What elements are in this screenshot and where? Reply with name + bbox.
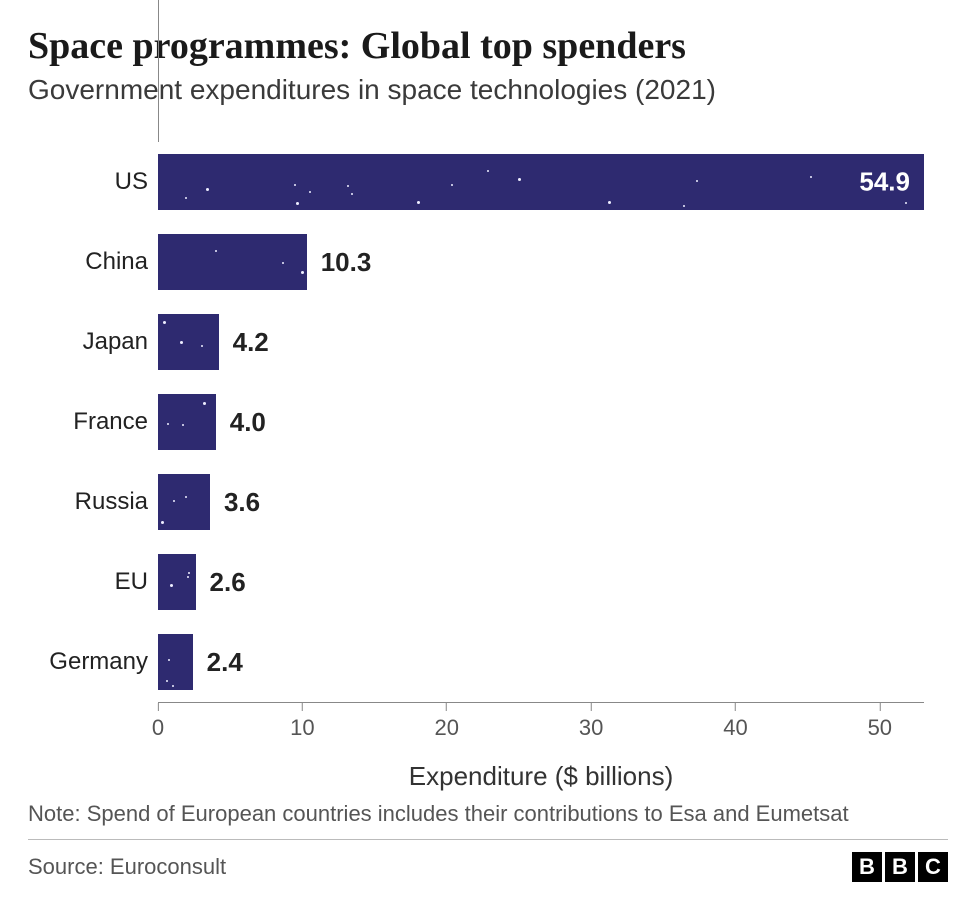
tick-mark <box>591 703 592 711</box>
bar-value-label: 4.0 <box>230 407 266 438</box>
logo-block: C <box>918 852 948 882</box>
y-axis-line <box>158 0 159 142</box>
tick-mark <box>446 703 447 711</box>
bar: 54.9 <box>158 154 924 210</box>
star-icon <box>188 572 190 574</box>
x-axis: 01020304050 <box>158 702 924 753</box>
star-icon <box>487 170 489 172</box>
bar-value-label: 10.3 <box>321 247 372 278</box>
x-axis-label: Expenditure ($ billions) <box>158 761 924 792</box>
plot-area: US54.9China10.3Japan4.2France4.0Russia3.… <box>158 142 924 702</box>
star-icon <box>451 184 453 186</box>
chart-subtitle: Government expenditures in space technol… <box>28 74 948 106</box>
tick-label: 50 <box>868 715 892 741</box>
star-icon <box>168 659 170 661</box>
footnote: Note: Spend of European countries includ… <box>28 789 948 840</box>
category-label: France <box>28 408 148 436</box>
bar-value-label: 54.9 <box>859 167 910 198</box>
x-tick: 10 <box>290 703 314 741</box>
bar-value-label: 2.4 <box>207 647 243 678</box>
x-tick: 30 <box>579 703 603 741</box>
star-icon <box>173 500 175 502</box>
star-icon <box>163 321 166 324</box>
tick-label: 10 <box>290 715 314 741</box>
star-icon <box>417 201 420 204</box>
star-icon <box>696 180 698 182</box>
bar-row: Russia3.6 <box>158 462 924 542</box>
star-icon <box>347 185 349 187</box>
category-label: EU <box>28 568 148 596</box>
bar-value-label: 3.6 <box>224 487 260 518</box>
tick-label: 20 <box>434 715 458 741</box>
star-icon <box>161 521 164 524</box>
star-icon <box>201 345 203 347</box>
tick-label: 30 <box>579 715 603 741</box>
star-icon <box>215 250 217 252</box>
tick-label: 0 <box>152 715 164 741</box>
category-label: US <box>28 168 148 196</box>
bar-value-label: 2.6 <box>210 567 246 598</box>
chart-title: Space programmes: Global top spenders <box>28 24 948 68</box>
tick-mark <box>302 703 303 711</box>
tick-mark <box>158 703 159 711</box>
bar <box>158 394 216 450</box>
star-icon <box>185 496 187 498</box>
bar-row: Germany2.4 <box>158 622 924 702</box>
bar <box>158 554 196 610</box>
star-icon <box>203 402 206 405</box>
bar-row: China10.3 <box>158 222 924 302</box>
star-icon <box>683 205 685 207</box>
footer: Note: Spend of European countries includ… <box>0 789 976 900</box>
category-label: Japan <box>28 328 148 356</box>
star-icon <box>309 191 311 193</box>
bar-row: EU2.6 <box>158 542 924 622</box>
star-icon <box>185 197 187 199</box>
star-icon <box>301 271 304 274</box>
star-icon <box>187 576 189 578</box>
bar <box>158 234 307 290</box>
star-icon <box>167 423 169 425</box>
tick-mark <box>735 703 736 711</box>
tick-mark <box>879 703 880 711</box>
star-icon <box>810 176 812 178</box>
bar-value-label: 4.2 <box>233 327 269 358</box>
bar-row: US54.9 <box>158 142 924 222</box>
x-tick: 20 <box>434 703 458 741</box>
star-icon <box>294 184 296 186</box>
star-icon <box>905 202 907 204</box>
star-icon <box>180 341 183 344</box>
star-icon <box>518 178 521 181</box>
category-label: China <box>28 248 148 276</box>
logo-block: B <box>885 852 915 882</box>
x-tick: 50 <box>868 703 892 741</box>
bar-row: France4.0 <box>158 382 924 462</box>
star-icon <box>608 201 611 204</box>
star-icon <box>182 424 184 426</box>
source-row: Source: Euroconsult BBC <box>28 840 948 900</box>
chart-container: Space programmes: Global top spenders Go… <box>0 0 976 900</box>
bar <box>158 314 219 370</box>
bar <box>158 634 193 690</box>
star-icon <box>166 680 168 682</box>
source-text: Source: Euroconsult <box>28 854 226 880</box>
category-label: Germany <box>28 648 148 676</box>
bar <box>158 474 210 530</box>
x-tick: 0 <box>152 703 164 741</box>
star-icon <box>206 188 209 191</box>
star-icon <box>282 262 284 264</box>
x-tick: 40 <box>723 703 747 741</box>
bar-row: Japan4.2 <box>158 302 924 382</box>
bbc-logo: BBC <box>852 852 948 882</box>
star-icon <box>296 202 299 205</box>
logo-block: B <box>852 852 882 882</box>
star-icon <box>170 584 173 587</box>
star-icon <box>172 685 174 687</box>
star-icon <box>351 193 353 195</box>
tick-label: 40 <box>723 715 747 741</box>
category-label: Russia <box>28 488 148 516</box>
